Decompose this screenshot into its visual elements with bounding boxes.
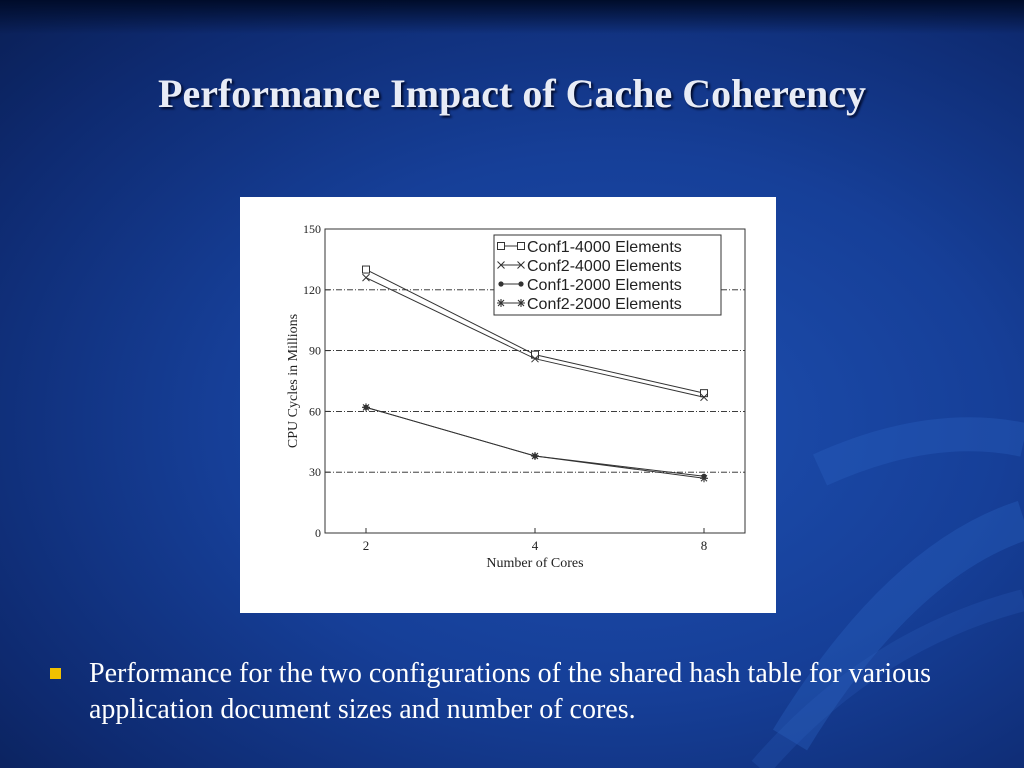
series-1-point-8 [700, 393, 708, 402]
series-line-3 [365, 406, 705, 479]
legend-marker-b-2 [518, 281, 524, 287]
legend-label-3: Conf2-2000 Elements [527, 296, 682, 313]
slide-title: Performance Impact of Cache Coherency [158, 71, 866, 116]
x-tick-label-2: 2 [363, 538, 370, 553]
legend-marker-b-1 [517, 261, 525, 269]
y-tick-label-0: 0 [315, 526, 321, 540]
series-line-2 [365, 406, 705, 477]
legend-marker-a-2 [498, 281, 504, 287]
x-tick-label-8: 8 [701, 538, 708, 553]
line-chart: 0 30 60 90 120 150 2 4 8 Number of Cores CPU Cycle… [286, 222, 746, 571]
legend-marker-b-3 [517, 299, 525, 307]
y-tick-label-150: 150 [303, 222, 321, 236]
y-axis-label: CPU Cycles in Millions [286, 314, 301, 448]
y-tick-label-60: 60 [309, 404, 321, 418]
y-tick-label-120: 120 [303, 283, 321, 297]
legend-marker-a-3 [497, 299, 505, 307]
chart-figure: 0 30 60 90 120 150 2 4 8 Number of Cores CPU Cycle… [240, 197, 776, 613]
y-tick-label-30: 30 [309, 465, 321, 479]
legend-marker-a-1 [497, 261, 505, 269]
bullet-text: Performance for the two configurations o… [89, 658, 932, 725]
top-dark-band [0, 0, 1024, 34]
series-3-point-8 [700, 474, 708, 483]
legend-marker-a-0 [497, 242, 505, 250]
series-3-point-2 [362, 403, 370, 412]
x-axis-label: Number of Cores [486, 556, 583, 571]
bullet-item: Performance for the two configurations o… [50, 656, 970, 728]
bullet-square-icon [50, 668, 61, 679]
y-tick-label-90: 90 [309, 344, 321, 358]
x-tick-label-4: 4 [532, 538, 539, 553]
legend-label-2: Conf1-2000 Elements [527, 277, 682, 294]
legend-box [493, 234, 722, 316]
series-0-point-2 [362, 265, 370, 274]
legend-label-1: Conf2-4000 Elements [527, 258, 682, 275]
series-1-point-4 [531, 354, 539, 363]
series-1-point-2 [362, 273, 370, 282]
legend-marker-b-0 [517, 242, 525, 250]
series-3-point-4 [531, 451, 539, 460]
legend-label-0: Conf1-4000 Elements [527, 239, 682, 256]
series-0-point-8 [700, 389, 708, 398]
